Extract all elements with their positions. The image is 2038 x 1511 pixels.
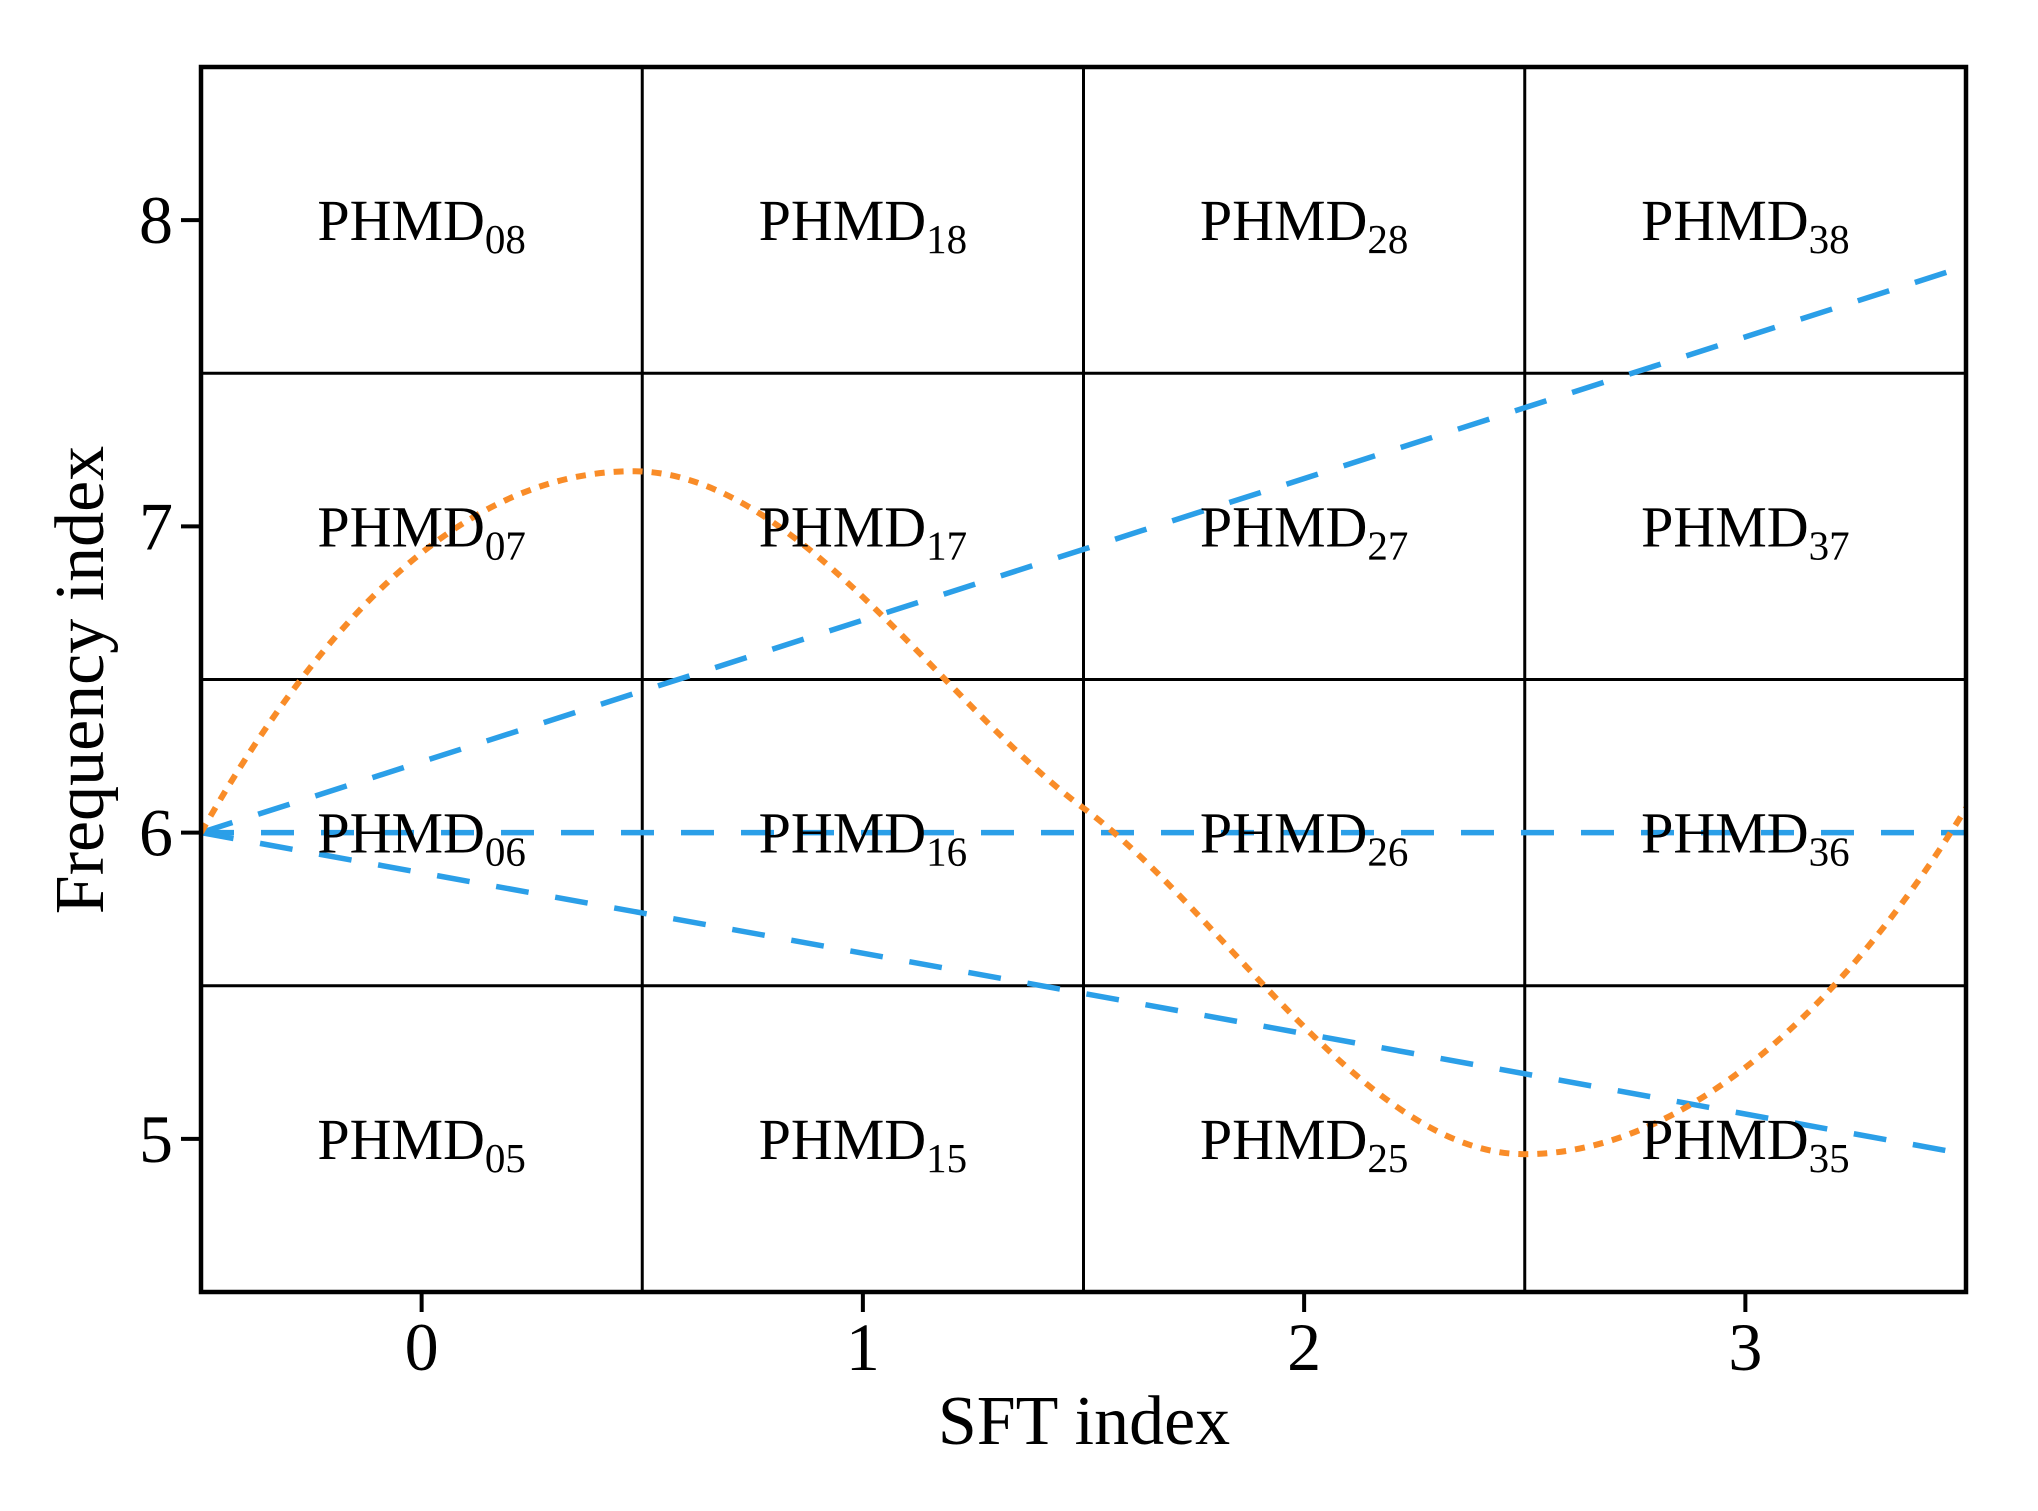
cell-label-PHMD-36: PHMD36 [1641,801,1850,875]
cell-label-PHMD-26: PHMD26 [1200,801,1409,875]
cell-label-PHMD-17: PHMD17 [759,494,968,568]
series-track-upper [201,263,1966,836]
cell-label-PHMD-27: PHMD27 [1200,494,1409,568]
y-axis-title: Frequency index [42,446,119,914]
cell-label-PHMD-07: PHMD07 [317,494,526,568]
axes-spine [198,64,1969,1295]
tick-label-x-3: 3 [1728,1309,1762,1385]
tick-label-y-7: 7 [139,488,173,564]
cell-label-PHMD-05: PHMD05 [317,1107,526,1181]
cell-label-PHMD-08: PHMD08 [317,188,526,262]
curve-layer [201,263,1966,1158]
tick-label-x-2: 2 [1287,1309,1321,1385]
cell-label-PHMD-06: PHMD06 [317,801,526,875]
grid-layer [201,67,1966,1292]
cell-label-PHMD-35: PHMD35 [1641,1107,1850,1181]
cell-label-PHMD-18: PHMD18 [759,188,968,262]
tick-label-x-0: 0 [405,1309,439,1385]
cell-label-PHMD-15: PHMD15 [759,1107,968,1181]
cell-label-PHMD-16: PHMD16 [759,801,968,875]
cell-label-PHMD-38: PHMD38 [1641,188,1850,262]
cell-label-PHMD-28: PHMD28 [1200,188,1409,262]
tick-label-y-5: 5 [139,1101,173,1177]
axis-layer: 0 1 2 3 5 6 7 8 [139,64,1969,1385]
tick-label-x-1: 1 [846,1309,880,1385]
tick-label-y-8: 8 [139,182,173,258]
tick-label-y-6: 6 [139,795,173,871]
cell-label-layer: PHMD08 PHMD18 PHMD28 PHMD38 PHMD07 PHMD17 PHMD… [317,188,1849,1181]
cell-label-PHMD-37: PHMD37 [1641,494,1850,568]
series-track-curved [201,468,1966,1158]
x-axis-title: SFT index [938,1383,1230,1460]
cell-label-PHMD-25: PHMD25 [1200,1107,1409,1181]
